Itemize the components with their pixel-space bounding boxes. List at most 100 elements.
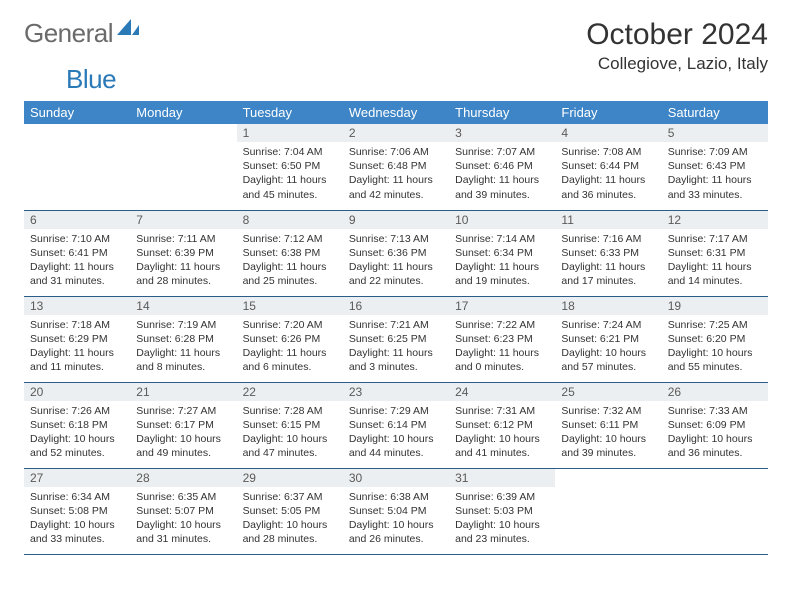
calendar-day-cell: 8Sunrise: 7:12 AMSunset: 6:38 PMDaylight… — [237, 210, 343, 296]
weekday-header: Wednesday — [343, 101, 449, 124]
calendar-day-cell: 29Sunrise: 6:37 AMSunset: 5:05 PMDayligh… — [237, 468, 343, 554]
day-content: Sunrise: 7:28 AMSunset: 6:15 PMDaylight:… — [237, 401, 343, 465]
day-content: Sunrise: 7:12 AMSunset: 6:38 PMDaylight:… — [237, 229, 343, 293]
calendar-day-cell: 16Sunrise: 7:21 AMSunset: 6:25 PMDayligh… — [343, 296, 449, 382]
day-content: Sunrise: 7:25 AMSunset: 6:20 PMDaylight:… — [662, 315, 768, 379]
calendar-day-cell: 4Sunrise: 7:08 AMSunset: 6:44 PMDaylight… — [555, 124, 661, 210]
day-number: 10 — [449, 211, 555, 229]
day-number: 30 — [343, 469, 449, 487]
day-number: 17 — [449, 297, 555, 315]
calendar-body: 1Sunrise: 7:04 AMSunset: 6:50 PMDaylight… — [24, 124, 768, 554]
calendar-week-row: 20Sunrise: 7:26 AMSunset: 6:18 PMDayligh… — [24, 382, 768, 468]
calendar-day-cell: 20Sunrise: 7:26 AMSunset: 6:18 PMDayligh… — [24, 382, 130, 468]
day-content: Sunrise: 7:24 AMSunset: 6:21 PMDaylight:… — [555, 315, 661, 379]
day-content: Sunrise: 6:34 AMSunset: 5:08 PMDaylight:… — [24, 487, 130, 551]
calendar-empty-cell — [24, 124, 130, 210]
day-number: 5 — [662, 124, 768, 142]
weekday-header-row: SundayMondayTuesdayWednesdayThursdayFrid… — [24, 101, 768, 124]
day-number: 24 — [449, 383, 555, 401]
calendar-empty-cell — [662, 468, 768, 554]
calendar-week-row: 27Sunrise: 6:34 AMSunset: 5:08 PMDayligh… — [24, 468, 768, 554]
day-content: Sunrise: 7:09 AMSunset: 6:43 PMDaylight:… — [662, 142, 768, 206]
day-number: 12 — [662, 211, 768, 229]
calendar-week-row: 1Sunrise: 7:04 AMSunset: 6:50 PMDaylight… — [24, 124, 768, 210]
day-number: 18 — [555, 297, 661, 315]
day-number: 4 — [555, 124, 661, 142]
calendar-empty-cell — [555, 468, 661, 554]
calendar-day-cell: 25Sunrise: 7:32 AMSunset: 6:11 PMDayligh… — [555, 382, 661, 468]
calendar-day-cell: 11Sunrise: 7:16 AMSunset: 6:33 PMDayligh… — [555, 210, 661, 296]
location: Collegiove, Lazio, Italy — [586, 54, 768, 74]
day-content: Sunrise: 7:26 AMSunset: 6:18 PMDaylight:… — [24, 401, 130, 465]
calendar-empty-cell — [130, 124, 236, 210]
calendar-week-row: 13Sunrise: 7:18 AMSunset: 6:29 PMDayligh… — [24, 296, 768, 382]
logo-text-blue: Blue — [66, 64, 116, 94]
calendar-day-cell: 22Sunrise: 7:28 AMSunset: 6:15 PMDayligh… — [237, 382, 343, 468]
day-content: Sunrise: 7:22 AMSunset: 6:23 PMDaylight:… — [449, 315, 555, 379]
month-title: October 2024 — [586, 18, 768, 52]
logo: General — [24, 18, 141, 49]
calendar-day-cell: 23Sunrise: 7:29 AMSunset: 6:14 PMDayligh… — [343, 382, 449, 468]
calendar-day-cell: 21Sunrise: 7:27 AMSunset: 6:17 PMDayligh… — [130, 382, 236, 468]
day-content: Sunrise: 7:17 AMSunset: 6:31 PMDaylight:… — [662, 229, 768, 293]
calendar-table: SundayMondayTuesdayWednesdayThursdayFrid… — [24, 101, 768, 555]
day-content: Sunrise: 6:39 AMSunset: 5:03 PMDaylight:… — [449, 487, 555, 551]
calendar-day-cell: 18Sunrise: 7:24 AMSunset: 6:21 PMDayligh… — [555, 296, 661, 382]
day-content: Sunrise: 7:31 AMSunset: 6:12 PMDaylight:… — [449, 401, 555, 465]
calendar-day-cell: 7Sunrise: 7:11 AMSunset: 6:39 PMDaylight… — [130, 210, 236, 296]
day-number: 15 — [237, 297, 343, 315]
calendar-day-cell: 27Sunrise: 6:34 AMSunset: 5:08 PMDayligh… — [24, 468, 130, 554]
day-number: 9 — [343, 211, 449, 229]
day-content: Sunrise: 6:37 AMSunset: 5:05 PMDaylight:… — [237, 487, 343, 551]
day-number: 22 — [237, 383, 343, 401]
calendar-week-row: 6Sunrise: 7:10 AMSunset: 6:41 PMDaylight… — [24, 210, 768, 296]
calendar-day-cell: 15Sunrise: 7:20 AMSunset: 6:26 PMDayligh… — [237, 296, 343, 382]
day-number: 13 — [24, 297, 130, 315]
day-number: 31 — [449, 469, 555, 487]
calendar-day-cell: 1Sunrise: 7:04 AMSunset: 6:50 PMDaylight… — [237, 124, 343, 210]
weekday-header: Saturday — [662, 101, 768, 124]
weekday-header: Friday — [555, 101, 661, 124]
calendar-day-cell: 17Sunrise: 7:22 AMSunset: 6:23 PMDayligh… — [449, 296, 555, 382]
logo-sail-icon — [117, 17, 139, 42]
day-number: 27 — [24, 469, 130, 487]
calendar-day-cell: 10Sunrise: 7:14 AMSunset: 6:34 PMDayligh… — [449, 210, 555, 296]
day-content: Sunrise: 7:10 AMSunset: 6:41 PMDaylight:… — [24, 229, 130, 293]
day-number: 14 — [130, 297, 236, 315]
day-number: 11 — [555, 211, 661, 229]
calendar-day-cell: 13Sunrise: 7:18 AMSunset: 6:29 PMDayligh… — [24, 296, 130, 382]
day-content: Sunrise: 7:07 AMSunset: 6:46 PMDaylight:… — [449, 142, 555, 206]
day-number: 28 — [130, 469, 236, 487]
day-content: Sunrise: 6:38 AMSunset: 5:04 PMDaylight:… — [343, 487, 449, 551]
day-content: Sunrise: 7:14 AMSunset: 6:34 PMDaylight:… — [449, 229, 555, 293]
calendar-day-cell: 28Sunrise: 6:35 AMSunset: 5:07 PMDayligh… — [130, 468, 236, 554]
day-number: 19 — [662, 297, 768, 315]
calendar-day-cell: 31Sunrise: 6:39 AMSunset: 5:03 PMDayligh… — [449, 468, 555, 554]
calendar-day-cell: 19Sunrise: 7:25 AMSunset: 6:20 PMDayligh… — [662, 296, 768, 382]
day-content: Sunrise: 7:04 AMSunset: 6:50 PMDaylight:… — [237, 142, 343, 206]
day-content: Sunrise: 7:13 AMSunset: 6:36 PMDaylight:… — [343, 229, 449, 293]
logo-text-general: General — [24, 18, 113, 49]
title-block: October 2024 Collegiove, Lazio, Italy — [586, 18, 768, 74]
calendar-day-cell: 12Sunrise: 7:17 AMSunset: 6:31 PMDayligh… — [662, 210, 768, 296]
weekday-header: Monday — [130, 101, 236, 124]
day-number: 7 — [130, 211, 236, 229]
day-content: Sunrise: 7:19 AMSunset: 6:28 PMDaylight:… — [130, 315, 236, 379]
day-number: 2 — [343, 124, 449, 142]
day-content: Sunrise: 7:11 AMSunset: 6:39 PMDaylight:… — [130, 229, 236, 293]
day-content: Sunrise: 7:29 AMSunset: 6:14 PMDaylight:… — [343, 401, 449, 465]
day-content: Sunrise: 7:20 AMSunset: 6:26 PMDaylight:… — [237, 315, 343, 379]
header: General October 2024 Collegiove, Lazio, … — [24, 18, 768, 74]
day-content: Sunrise: 7:33 AMSunset: 6:09 PMDaylight:… — [662, 401, 768, 465]
day-number: 21 — [130, 383, 236, 401]
calendar-day-cell: 2Sunrise: 7:06 AMSunset: 6:48 PMDaylight… — [343, 124, 449, 210]
day-content: Sunrise: 7:27 AMSunset: 6:17 PMDaylight:… — [130, 401, 236, 465]
day-content: Sunrise: 7:08 AMSunset: 6:44 PMDaylight:… — [555, 142, 661, 206]
calendar-day-cell: 5Sunrise: 7:09 AMSunset: 6:43 PMDaylight… — [662, 124, 768, 210]
calendar-day-cell: 6Sunrise: 7:10 AMSunset: 6:41 PMDaylight… — [24, 210, 130, 296]
day-number: 16 — [343, 297, 449, 315]
day-number: 23 — [343, 383, 449, 401]
day-number: 26 — [662, 383, 768, 401]
day-number: 29 — [237, 469, 343, 487]
day-content: Sunrise: 7:16 AMSunset: 6:33 PMDaylight:… — [555, 229, 661, 293]
